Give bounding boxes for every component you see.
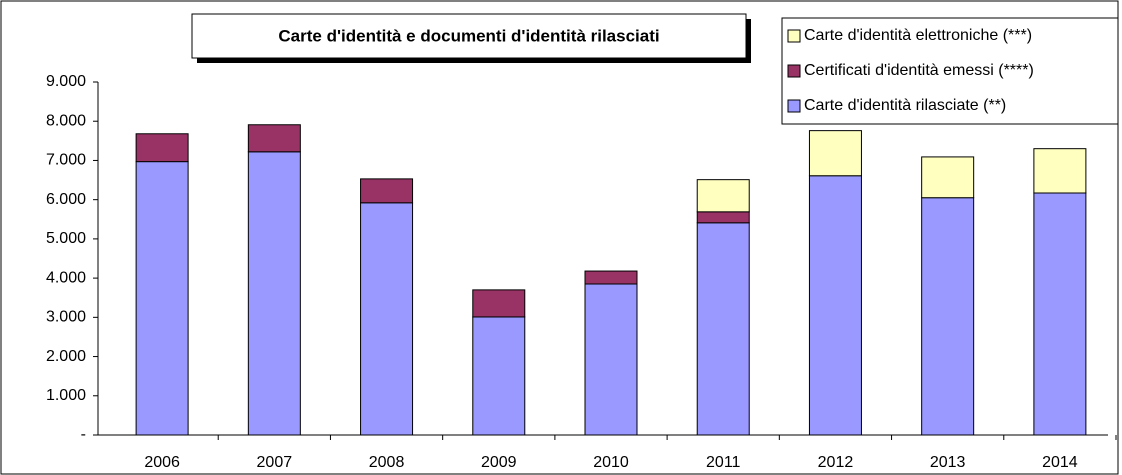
bar-segment xyxy=(1033,192,1087,436)
x-tick-label: 2012 xyxy=(818,454,854,471)
bar-segment xyxy=(696,222,750,436)
x-tick-label: 2006 xyxy=(144,454,180,471)
legend-label: Carte d'identità elettroniche (***) xyxy=(804,27,1032,44)
legend-box xyxy=(781,17,1119,125)
bar-segment xyxy=(808,130,862,177)
x-tick-label: 2010 xyxy=(593,454,629,471)
bar-segment xyxy=(135,133,189,163)
bar-segment xyxy=(472,316,526,436)
bar-segment xyxy=(247,124,301,153)
bar-segment xyxy=(1033,148,1087,194)
legend-swatch xyxy=(787,29,801,43)
y-tick-label: 5.000 xyxy=(46,230,86,247)
legend-label: Certificati d'identità emessi (****) xyxy=(804,62,1034,79)
x-tick-label: 2008 xyxy=(369,454,405,471)
bar-segment xyxy=(584,270,638,285)
bar-segment xyxy=(360,178,414,204)
bar-segment xyxy=(921,156,975,199)
x-tick-label: 2013 xyxy=(930,454,966,471)
bar-segment xyxy=(921,197,975,436)
y-tick-label: - xyxy=(81,426,86,443)
legend-swatch xyxy=(787,99,801,113)
x-tick-label: 2011 xyxy=(706,454,741,471)
legend-label: Carte d'identità rilasciate (**) xyxy=(804,97,1006,114)
bar-segment xyxy=(360,202,414,436)
bar-segment xyxy=(247,151,301,436)
y-tick-label: 9.000 xyxy=(46,73,86,90)
y-tick-label: 8.000 xyxy=(46,112,86,129)
bar-segment xyxy=(808,175,862,436)
bar-segment xyxy=(584,283,638,436)
x-tick-label: 2007 xyxy=(257,454,293,471)
x-tick-label: 2009 xyxy=(481,454,517,471)
bar-segment xyxy=(696,211,750,224)
title-box xyxy=(191,13,747,59)
bar-segment xyxy=(696,179,750,213)
bar-segment xyxy=(135,161,189,436)
y-tick-label: 1.000 xyxy=(46,387,86,404)
legend-swatch xyxy=(787,64,801,78)
x-tick-label: 2014 xyxy=(1042,454,1078,471)
y-tick-label: 6.000 xyxy=(46,191,86,208)
bar-segment xyxy=(472,289,526,318)
y-tick-label: 7.000 xyxy=(46,152,86,169)
y-tick-label: 3.000 xyxy=(46,309,86,326)
chart-title: Carte d'identità e documenti d'identità … xyxy=(278,26,659,45)
y-tick-label: 4.000 xyxy=(46,269,86,286)
y-tick-label: 2.000 xyxy=(46,348,86,365)
